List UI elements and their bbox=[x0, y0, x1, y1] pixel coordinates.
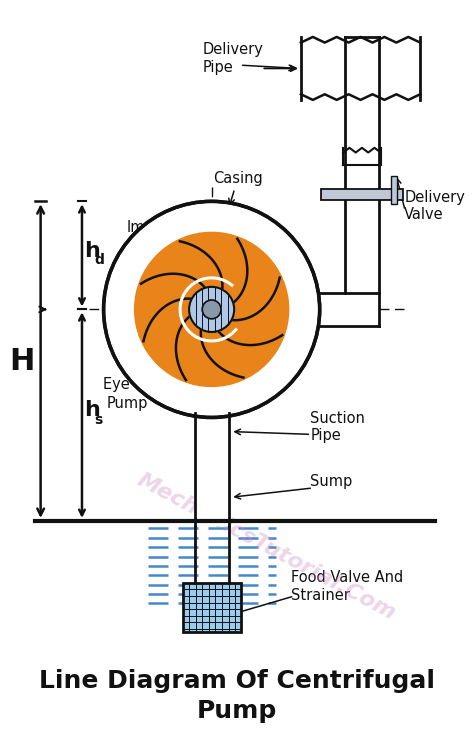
Circle shape bbox=[104, 201, 319, 417]
Text: MechanicsTutorial.Com: MechanicsTutorial.Com bbox=[134, 470, 399, 624]
Polygon shape bbox=[320, 189, 403, 200]
Text: Casing: Casing bbox=[213, 171, 263, 205]
Text: s: s bbox=[94, 413, 102, 427]
Circle shape bbox=[189, 287, 234, 332]
Polygon shape bbox=[182, 583, 241, 632]
Text: h: h bbox=[84, 401, 100, 420]
Text: Sump: Sump bbox=[310, 474, 353, 489]
Text: Impeller: Impeller bbox=[127, 220, 187, 260]
Circle shape bbox=[135, 232, 289, 386]
Polygon shape bbox=[301, 37, 420, 100]
Polygon shape bbox=[318, 293, 379, 327]
Text: H: H bbox=[9, 346, 35, 376]
Text: Eye Of
Pump: Eye Of Pump bbox=[103, 377, 151, 411]
Text: h: h bbox=[84, 240, 100, 261]
Polygon shape bbox=[391, 176, 397, 204]
Text: Delivery
Valve: Delivery Valve bbox=[404, 190, 465, 222]
Circle shape bbox=[202, 300, 221, 319]
Text: Suction
Pipe: Suction Pipe bbox=[310, 411, 365, 443]
Text: Delivery
Pipe: Delivery Pipe bbox=[202, 42, 263, 75]
Text: d: d bbox=[94, 253, 104, 267]
Text: Line Diagram Of Centrifugal: Line Diagram Of Centrifugal bbox=[39, 668, 435, 692]
Text: Food Valve And
Strainer: Food Valve And Strainer bbox=[291, 570, 403, 603]
Polygon shape bbox=[195, 413, 228, 525]
Polygon shape bbox=[345, 37, 379, 327]
Text: Pump: Pump bbox=[197, 699, 277, 723]
